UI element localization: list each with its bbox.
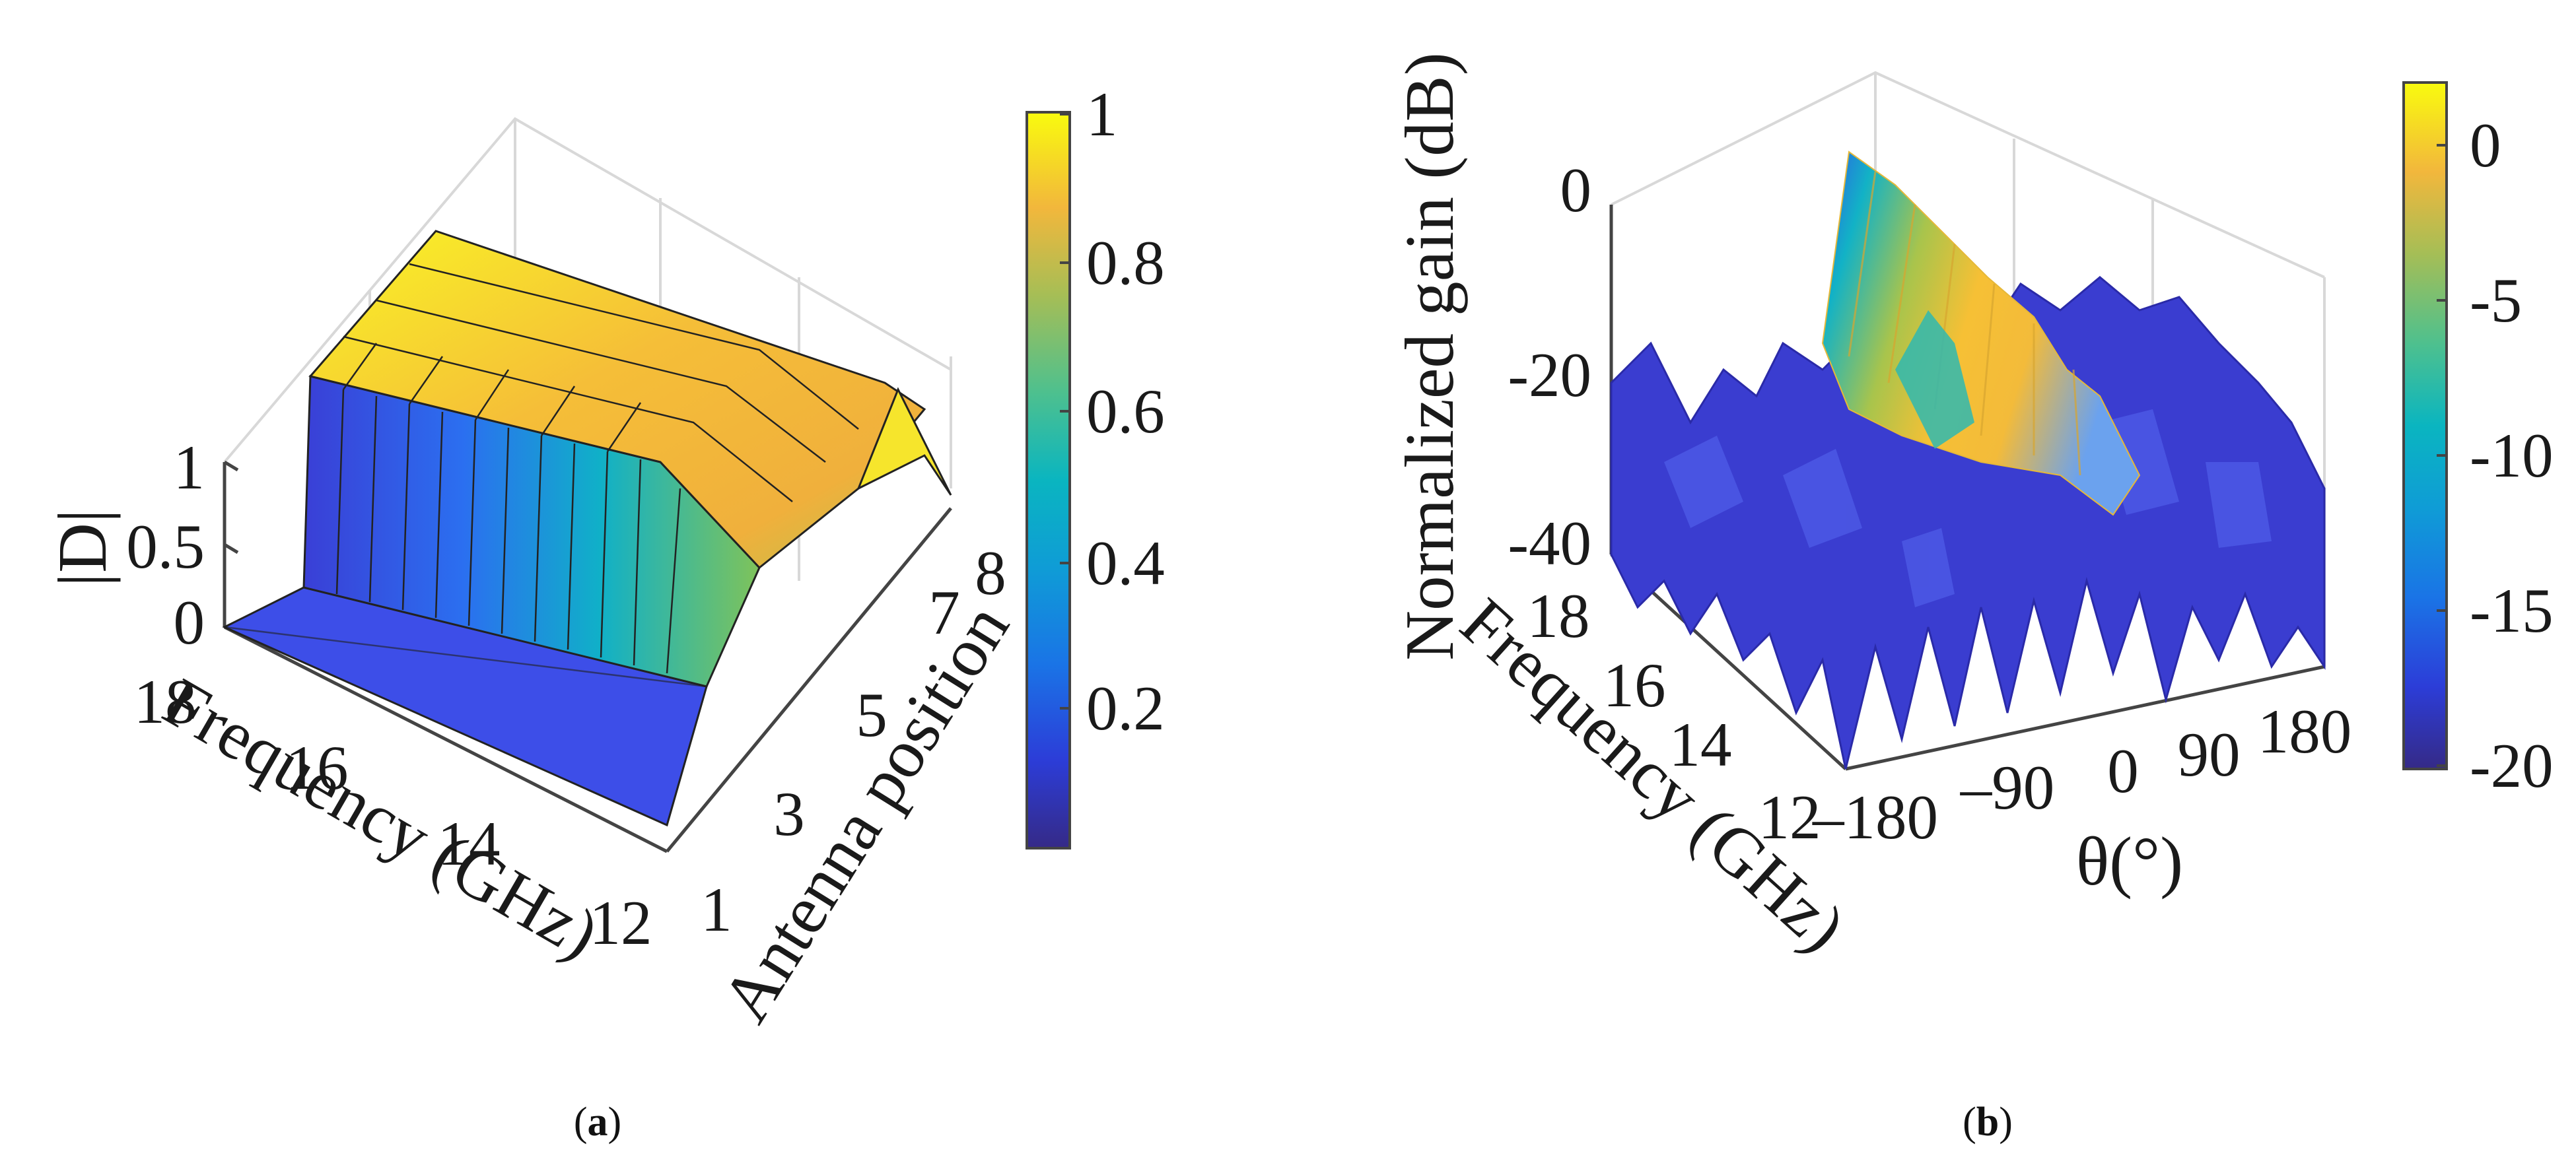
panel-b-cbar-tick-2: -10 [2470,420,2554,490]
panel-a-x-tick-1: 16 [286,733,349,803]
panel-a-colorbar-ticks [1060,113,1070,710]
panel-a-colorbar [1026,111,1071,850]
panel-a-y-tick-2: 5 [856,680,888,750]
panel-b-x-tick-0: –180 [1812,782,1938,852]
panel-b-colorbar [2402,81,2448,770]
panel-a-cbar-tick-0: 0.2 [1086,673,1165,743]
panel-b-z-tick-0: 0 [1560,155,1592,225]
panel-b-x-tick-3: 90 [2178,719,2241,789]
panel-a-cbar-tick-4: 1 [1086,79,1118,149]
panel-a-z-label: |D| [44,509,121,587]
panel-b-cbar-tick-3: -15 [2470,576,2554,646]
panel-b-z-tick-2: -40 [1508,508,1591,578]
panel-b-y-tick-2: 14 [1669,710,1732,780]
panel-b-x-axis [1845,665,2325,771]
panel-a: 0 0.5 1 18 16 14 12 1 3 5 7 8 |D| Freque… [44,79,1165,1145]
panel-b-z-tick-1: -20 [1508,340,1591,410]
panel-b-cbar-tick-0: 0 [2470,110,2501,180]
panel-b-cbar-tick-1: -5 [2470,265,2522,335]
panel-b-x-tick-1: –90 [1960,752,2055,822]
panel-b-cbar-tick-4: -20 [2470,731,2554,801]
panel-a-cbar-tick-1: 0.4 [1086,528,1165,598]
panel-b-caption: (b) [1963,1100,2013,1145]
panel-a-x-axis [223,625,668,853]
panel-a-y-axis [666,507,952,853]
panel-b-colorbar-ticks [2437,144,2447,767]
panel-b-y-tick-0: 18 [1527,581,1590,651]
panel-a-caption: (a) [574,1100,621,1145]
panel-a-x-tick-3: 12 [590,888,652,958]
panel-a-x-tick-0: 18 [134,667,197,737]
panel-a-y-tick-4: 8 [975,538,1006,608]
panel-a-mesh [224,263,859,688]
panel-b: 0 -20 -40 18 16 14 12 –180 –90 0 90 180 … [1391,52,2554,1145]
panel-b-x-tick-2: 0 [2107,736,2139,806]
panel-a-y-tick-0: 1 [701,875,732,945]
panel-a-cbar-tick-3: 0.8 [1086,228,1165,298]
panel-a-y-label: Antenna position [706,591,1024,1035]
panel-a-y-tick-3: 7 [928,578,960,648]
panel-a-z-tick-2: 1 [174,432,205,502]
panel-a-x-tick-2: 14 [438,809,501,879]
panel-b-y-tick-3: 12 [1758,782,1821,852]
panel-b-y-tick-1: 16 [1603,650,1666,720]
panel-a-z-tick-1: 0.5 [126,512,205,582]
panel-b-beam-facets [1848,171,2081,476]
panel-b-x-label: θ(°) [2076,822,2183,900]
panel-b-z-label: Normalized gain (dB) [1391,52,1468,660]
panel-b-surface-side-lobe [1895,310,1974,449]
panel-a-cbar-tick-2: 0.6 [1086,376,1165,446]
panel-a-surface-spike [856,387,952,496]
panel-a-y-tick-1: 3 [773,779,805,849]
panel-b-surface-main-beam [1821,150,2141,516]
panel-a-z-tick-0: 0 [174,587,205,657]
panel-b-x-tick-4: 180 [2258,696,2352,766]
